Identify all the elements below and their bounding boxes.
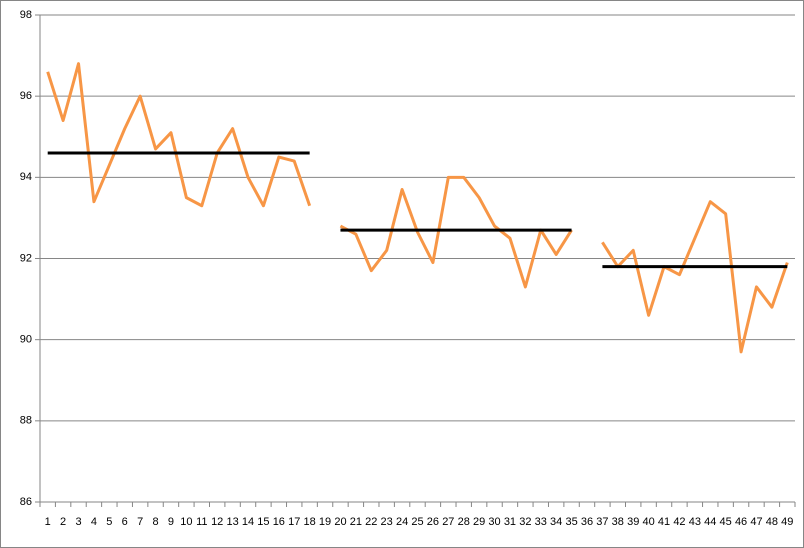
y-tick-label: 94 — [20, 171, 32, 183]
x-tick-label: 45 — [720, 516, 732, 528]
x-tick-label: 15 — [257, 516, 269, 528]
x-tick-label: 6 — [122, 516, 128, 528]
x-tick-label: 27 — [442, 516, 454, 528]
x-tick-label: 9 — [168, 516, 174, 528]
x-tick-label: 49 — [781, 516, 793, 528]
y-tick-label: 96 — [20, 90, 32, 102]
x-tick-label: 13 — [226, 516, 238, 528]
y-tick-label: 92 — [20, 252, 32, 264]
x-tick-label: 47 — [750, 516, 762, 528]
x-tick-label: 20 — [334, 516, 346, 528]
x-tick-label: 25 — [411, 516, 423, 528]
series-line — [46, 62, 789, 354]
x-tick-label: 8 — [152, 516, 158, 528]
x-tick-label: 1 — [45, 516, 51, 528]
x-tick-label: 35 — [565, 516, 577, 528]
x-tick-label: 12 — [211, 516, 223, 528]
x-tick-label: 10 — [180, 516, 192, 528]
x-tick-label: 17 — [288, 516, 300, 528]
x-tick-label: 39 — [627, 516, 639, 528]
x-tick-label: 26 — [427, 516, 439, 528]
x-tick-label: 24 — [396, 516, 408, 528]
x-tick-label: 23 — [381, 516, 393, 528]
x-tick-label: 48 — [766, 516, 778, 528]
x-tick-label: 38 — [612, 516, 624, 528]
x-tick-label: 3 — [75, 516, 81, 528]
x-tick-label: 4 — [91, 516, 97, 528]
series-line — [47, 151, 788, 269]
x-tick-label: 46 — [735, 516, 747, 528]
x-tick-label: 34 — [550, 516, 562, 528]
x-tick-label: 32 — [519, 516, 531, 528]
x-tick-label: 19 — [319, 516, 331, 528]
y-tick-label: 88 — [20, 415, 32, 427]
x-tick-label: 16 — [273, 516, 285, 528]
x-tick-label: 31 — [504, 516, 516, 528]
x-tick-label: 28 — [458, 516, 470, 528]
x-tick-label: 7 — [137, 516, 143, 528]
x-tick-label: 11 — [196, 516, 207, 528]
x-tick-label: 21 — [350, 516, 362, 528]
x-tick-label: 44 — [704, 516, 716, 528]
y-tick-label: 90 — [20, 334, 32, 346]
x-tick-label: 2 — [60, 516, 66, 528]
x-tick-label: 29 — [473, 516, 485, 528]
x-tick-label: 42 — [673, 516, 685, 528]
x-tick-label: 36 — [581, 516, 593, 528]
x-tick-label: 43 — [689, 516, 701, 528]
x-tick-label: 18 — [304, 516, 316, 528]
x-tick-label: 30 — [488, 516, 500, 528]
x-tick-label: 37 — [596, 516, 608, 528]
y-tick-label: 98 — [20, 9, 32, 21]
x-tick-label: 5 — [106, 516, 112, 528]
y-tick-label: 86 — [20, 496, 32, 508]
x-tick-label: 22 — [365, 516, 377, 528]
x-tick-label: 33 — [535, 516, 547, 528]
x-tick-label: 41 — [658, 516, 670, 528]
x-tick-label: 14 — [242, 516, 254, 528]
x-tick-label: 40 — [642, 516, 654, 528]
